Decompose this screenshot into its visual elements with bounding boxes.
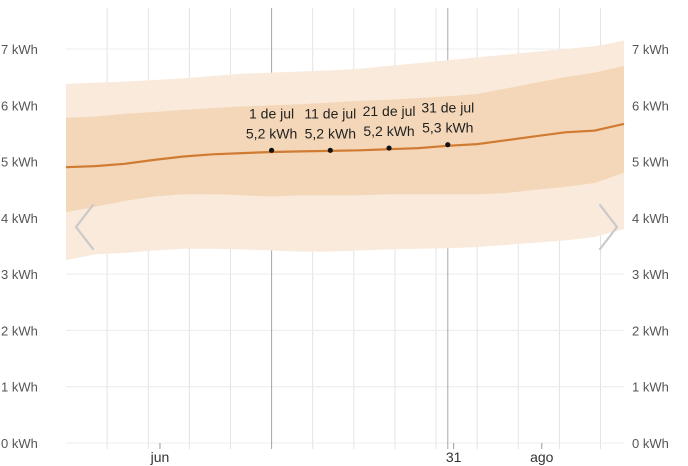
nav-layer[interactable]: [74, 203, 619, 251]
line-layer: [65, 122, 625, 169]
axis-layer: 0 kWh 0 kWh 1 kWh 1 kWh 2 kWh 2 kWh 3 kWh 3 kWh…: [1, 42, 669, 465]
y-tick-label-left: 7 kWh: [1, 42, 38, 57]
y-tick-label-right: 3 kWh: [632, 267, 669, 282]
y-tick-label-left: 1 kWh: [1, 380, 38, 395]
annotation-value: 5,2 kWh: [246, 125, 297, 141]
y-tick-label-right: 5 kWh: [632, 155, 669, 170]
y-tick-label-right: 2 kWh: [632, 323, 669, 338]
annotation-value: 5,3 kWh: [422, 120, 473, 136]
annotation-value: 5,2 kWh: [305, 125, 356, 141]
y-tick-label-right: 4 kWh: [632, 211, 669, 226]
y-tick-label-left: 2 kWh: [1, 323, 38, 338]
x-tick-label: 31: [446, 449, 462, 465]
chevron-left-icon[interactable]: [74, 203, 95, 251]
x-tick-label: ago: [530, 449, 554, 465]
y-tick-label-right: 7 kWh: [632, 42, 669, 57]
annotation-layer: 1 de jul 5,2 kWh 11 de jul 5,2 kWh 21 de jul…: [246, 100, 474, 153]
y-tick-label-right: 0 kWh: [632, 436, 669, 451]
y-tick-label-left: 5 kWh: [1, 155, 38, 170]
inner-range-band: [66, 65, 624, 213]
y-tick-label-left: 3 kWh: [1, 267, 38, 282]
y-tick-label-right: 6 kWh: [632, 98, 669, 113]
annotation-point: [327, 147, 333, 153]
mean-line: [65, 122, 625, 169]
x-tick-label: jun: [150, 449, 170, 465]
y-tick-label-right: 1 kWh: [632, 380, 669, 395]
annotation-point: [445, 142, 451, 148]
y-tick-label-left: 6 kWh: [1, 98, 38, 113]
y-tick-label-left: 4 kWh: [1, 211, 38, 226]
y-tick-label-left: 0 kWh: [1, 436, 38, 451]
annotation-point: [268, 147, 275, 153]
annotation-date: 11 de jul: [304, 105, 356, 121]
annotation-value: 5,2 kWh: [363, 123, 414, 139]
annotation-point: [386, 145, 392, 151]
annotation-date: 31 de jul: [421, 100, 474, 116]
annotation-date: 1 de jul: [249, 105, 294, 121]
annotation-date: 21 de jul: [363, 103, 416, 119]
chevron-right-icon[interactable]: [598, 203, 619, 251]
